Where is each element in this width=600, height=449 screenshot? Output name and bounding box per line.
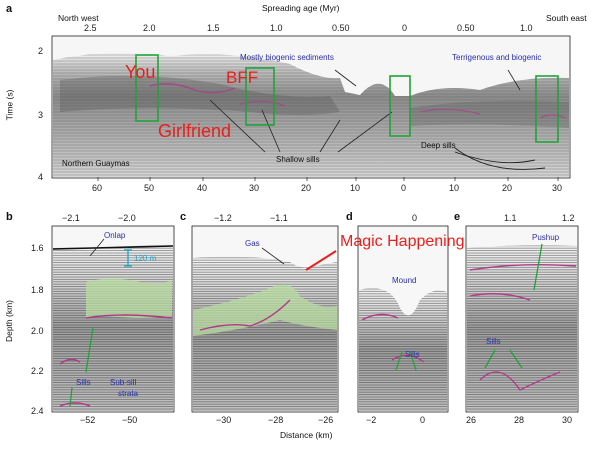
mound-label: Mound	[392, 276, 417, 285]
b-bottom-tick: −50	[122, 415, 138, 425]
c-bottom-tick: −26	[318, 415, 334, 425]
e-bottom-tick: 26	[466, 415, 477, 425]
pushup-label: Pushup	[532, 233, 560, 242]
top-tick-label: 1.0	[270, 23, 283, 33]
meme-bff-label: BFF	[226, 68, 259, 87]
left-tick-label: 2	[38, 46, 44, 56]
bottom-tick-label: 10	[350, 183, 361, 193]
onlap-label: Onlap	[104, 231, 126, 240]
terrigenous-label: Terrigenous and biogenic	[452, 53, 542, 62]
e-top-tick: 1.2	[562, 213, 575, 223]
bottom-tick-label: 30	[249, 183, 260, 193]
biogenic-sediments-label: Mostly biogenic sediments	[240, 53, 334, 62]
top-tick-label: 0	[402, 23, 408, 33]
south-east-label: South east	[546, 13, 587, 23]
b-left-tick: 1.6	[31, 243, 44, 253]
b-left-tick: 2.4	[31, 406, 44, 416]
e-top-tick: 1.1	[504, 213, 517, 223]
northern-guaymas-label: Northern Guaymas	[62, 159, 130, 168]
c-bottom-tick: −28	[268, 415, 284, 425]
e-bottom-tick: 30	[562, 415, 573, 425]
spreading-age-axis-title: Spreading age (Myr)	[262, 3, 340, 13]
bottom-tick-label: 30	[552, 183, 563, 193]
c-top-tick: −1.2	[214, 213, 232, 223]
green-box-right	[535, 75, 559, 143]
bottom-tick-label: 50	[144, 183, 155, 193]
bottom-tick-label: 0	[401, 183, 407, 193]
d-top-tick: 0	[412, 213, 418, 223]
panel-e-letter: e	[454, 211, 461, 223]
panel-c-letter: c	[180, 211, 187, 223]
panel-b-letter: b	[6, 211, 13, 223]
bottom-tick-label: 40	[197, 183, 208, 193]
c-bottom-tick: −30	[216, 415, 232, 425]
panel-a-letter: a	[6, 3, 13, 15]
left-tick-label: 3	[38, 110, 44, 120]
d-bottom-tick: 0	[420, 415, 426, 425]
north-west-label: North west	[58, 13, 99, 23]
meme-girlfriend-label: Girlfriend	[158, 121, 232, 141]
top-tick-label: 1.5	[207, 23, 220, 33]
top-tick-label: 0.50	[457, 23, 475, 33]
bottom-tick-label: 20	[502, 183, 513, 193]
c-top-tick: −1.1	[270, 213, 288, 223]
e-sills-label: Sills	[486, 337, 501, 346]
green-box-center	[389, 75, 411, 137]
meme-you-label: You	[125, 62, 156, 82]
b-top-tick: −2.1	[62, 213, 80, 223]
subsill-label-line1: Sub-sill	[110, 378, 137, 387]
top-tick-label: 2.0	[143, 23, 156, 33]
green-box-you	[135, 54, 159, 122]
shallow-sills-label: Shallow sills	[276, 155, 320, 164]
bottom-tick-label: 10	[449, 183, 460, 193]
green-box-bff	[245, 67, 275, 126]
panel-d-letter: d	[346, 211, 353, 223]
scale-120m-label: 120 m	[134, 254, 157, 263]
gas-label: Gas	[245, 239, 260, 248]
b-left-tick: 1.8	[31, 285, 44, 295]
meme-magic-happening-label: Magic Happening	[340, 233, 465, 250]
b-sills-label: Sills	[76, 378, 91, 387]
bottom-tick-label: 60	[92, 183, 103, 193]
top-tick-label: 1.0	[520, 23, 533, 33]
b-bottom-tick: −52	[80, 415, 96, 425]
d-bottom-tick: −2	[366, 415, 377, 425]
left-tick-label: 4	[38, 172, 44, 182]
b-left-tick: 2.2	[31, 366, 44, 376]
top-tick-label: 0.50	[332, 23, 350, 33]
b-top-tick: −2.0	[118, 213, 136, 223]
d-sills-label: Sills	[405, 350, 420, 359]
b-left-tick: 2.0	[31, 326, 44, 336]
distance-axis-title: Distance (km)	[280, 430, 333, 440]
bottom-tick-label: 20	[301, 183, 312, 193]
deep-sills-label: Deep sills	[421, 141, 456, 150]
subsill-label-line2: strata	[118, 389, 139, 398]
depth-axis-title: Depth (km)	[4, 299, 15, 343]
e-bottom-tick: 28	[514, 415, 525, 425]
top-tick-label: 2.5	[84, 23, 97, 33]
